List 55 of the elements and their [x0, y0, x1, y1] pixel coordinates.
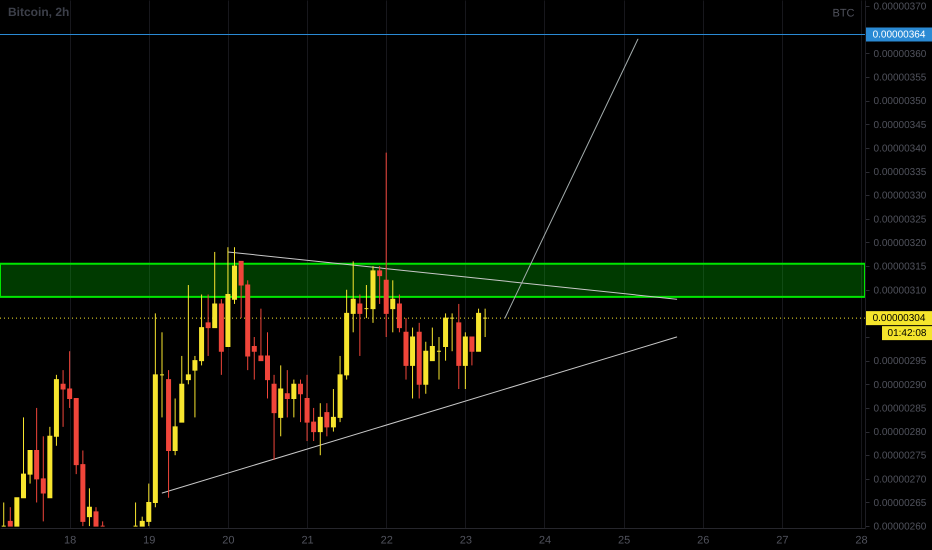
y-tick-label: 0.00000285	[874, 403, 927, 414]
x-tick-label: 26	[697, 534, 710, 546]
candlestick	[318, 402, 323, 456]
y-tick-label: 0.00000350	[874, 96, 927, 108]
x-tick-label: 28	[855, 534, 868, 546]
x-tick-label: 21	[301, 534, 314, 546]
y-tick-label: 0.00000335	[874, 167, 927, 178]
y-tick-label: 0.00000355	[874, 72, 927, 84]
candlestick	[252, 336, 257, 380]
y-tick-label: 0.00000330	[874, 190, 927, 202]
candlestick	[212, 251, 218, 328]
x-tick-label: 18	[64, 534, 76, 546]
candlestick	[40, 436, 46, 522]
y-tick-label: 0.00000315	[874, 262, 927, 273]
y-tick-label: 0.00000370	[874, 2, 927, 13]
candlestick	[357, 294, 362, 356]
text: 01:42:08	[888, 328, 927, 340]
y-tick-label: 0.00000280	[874, 427, 927, 438]
candlestick	[469, 336, 474, 366]
candlestick	[298, 379, 303, 423]
x-tick-label: 19	[143, 534, 156, 546]
ref-line-label: 0.00000364	[872, 30, 926, 41]
candlestick	[140, 516, 145, 527]
ref-line-label: 0.00000304	[872, 313, 926, 324]
y-tick-label: 0.00000345	[874, 120, 927, 131]
x-tick-label: 25	[618, 534, 630, 546]
y-tick-label: 0.00000360	[874, 48, 927, 60]
chart-title: Bitcoin, 2h	[8, 5, 70, 19]
y-tick-label: 0.00000310	[874, 285, 927, 296]
y-tick-label: 0.00000275	[874, 450, 927, 462]
candlestick	[172, 398, 178, 456]
y-axis-title: BTC	[832, 8, 855, 20]
y-tick-label: 0.00000325	[874, 214, 927, 226]
candlestick	[86, 488, 92, 527]
x-tick-label: 24	[538, 534, 552, 546]
y-tick-label: 0.00000320	[874, 238, 927, 249]
y-tick-label: 0.00000265	[874, 498, 927, 509]
candlestick	[377, 266, 382, 304]
x-tick-label: 22	[380, 534, 393, 546]
candlestick	[291, 379, 296, 418]
candlestick	[186, 284, 191, 385]
x-tick-label: 27	[776, 534, 789, 546]
candlestick	[396, 294, 402, 333]
candlestick	[93, 506, 98, 527]
y-tick-label: 0.00000340	[874, 143, 927, 154]
y-tick-label: 0.00000270	[874, 474, 927, 486]
y-tick-label: 0.00000290	[874, 380, 927, 391]
candlestick	[324, 402, 330, 437]
y-tick-label: 0.00000295	[874, 356, 927, 368]
x-tick-label: 20	[222, 534, 235, 546]
y-tick-label: 0.00000260	[874, 522, 927, 533]
candlestick	[206, 294, 211, 356]
candlestick	[284, 370, 290, 418]
x-tick-label: 23	[460, 534, 472, 546]
candlestick	[8, 506, 13, 527]
